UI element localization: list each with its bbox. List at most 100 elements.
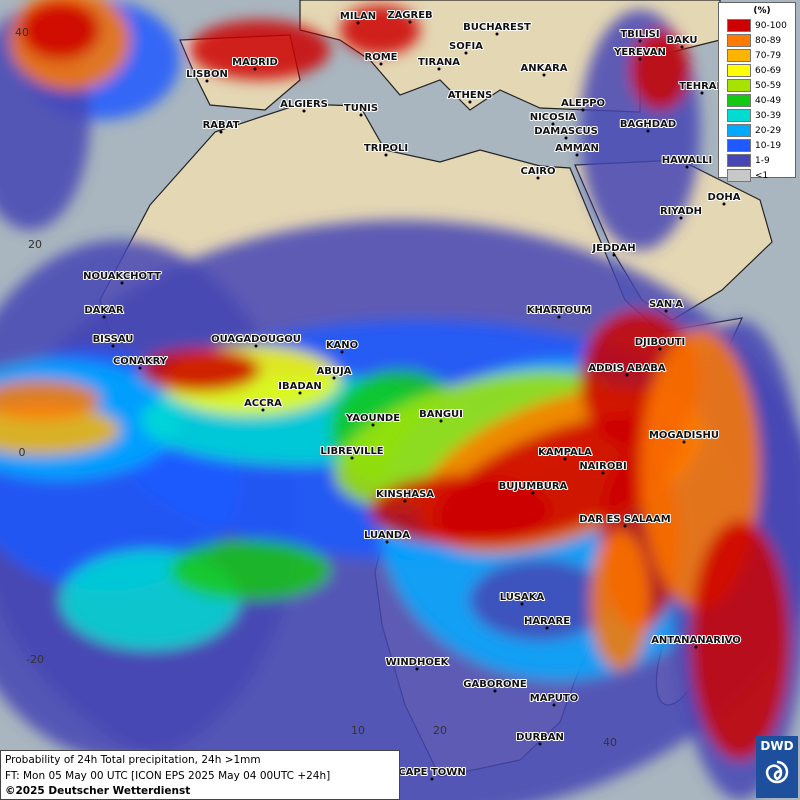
city-dot bbox=[722, 202, 726, 206]
city-dot bbox=[379, 62, 383, 66]
city-dot bbox=[408, 20, 412, 24]
grid-label: 40 bbox=[15, 26, 29, 39]
city-dot bbox=[679, 216, 683, 220]
legend-swatch bbox=[727, 19, 751, 32]
city-label: TIRANA bbox=[418, 57, 460, 68]
city-dot bbox=[356, 21, 360, 25]
city-dot bbox=[575, 153, 579, 157]
city-dot bbox=[536, 176, 540, 180]
city-label: BANGUI bbox=[419, 409, 463, 420]
city-dot bbox=[551, 122, 555, 126]
city-dot bbox=[464, 51, 468, 55]
city-label: BAKU bbox=[666, 35, 697, 46]
city-dot bbox=[685, 165, 689, 169]
city-dot bbox=[563, 457, 567, 461]
city-dot bbox=[332, 376, 336, 380]
city-dot bbox=[403, 499, 407, 503]
city-dot bbox=[261, 408, 265, 412]
city-dot bbox=[253, 67, 257, 71]
city-dot bbox=[468, 100, 472, 104]
legend-entry: 70-79 bbox=[727, 48, 795, 63]
city-label: TEHRAN bbox=[679, 81, 725, 92]
precip-area bbox=[690, 520, 790, 760]
legend-title: (%) bbox=[753, 6, 771, 16]
city-dot bbox=[430, 777, 434, 781]
city-label: DOHA bbox=[708, 192, 741, 203]
legend-label: 60-69 bbox=[755, 65, 782, 76]
precip-area bbox=[140, 348, 260, 392]
logo-swirl bbox=[765, 760, 789, 784]
city-label: LISBON bbox=[186, 69, 228, 80]
city-dot bbox=[531, 491, 535, 495]
city-label: RABAT bbox=[203, 120, 240, 131]
city-label: IBADAN bbox=[278, 381, 322, 392]
legend-entry: 60-69 bbox=[727, 63, 795, 78]
city-dot bbox=[384, 153, 388, 157]
city-dot bbox=[700, 91, 704, 95]
city-dot bbox=[371, 423, 375, 427]
city-dot bbox=[601, 471, 605, 475]
footer: Probability of 24h Total precipitation, … bbox=[0, 750, 400, 800]
legend: (%) 90-100 80-89 70-79 60-69 50-59 40-49 30-39… bbox=[718, 2, 796, 182]
city-label: CONAKRY bbox=[113, 356, 168, 367]
footer-forecast: FT: Mon 05 May 00 UTC [ICON EPS 2025 May… bbox=[5, 769, 331, 782]
logo-text: DWD bbox=[760, 739, 794, 753]
grid-label: 20 bbox=[28, 238, 42, 251]
city-dot bbox=[219, 130, 223, 134]
city-dot bbox=[557, 315, 561, 319]
legend-entry: <1 bbox=[727, 168, 795, 183]
precip-area bbox=[340, 5, 420, 55]
legend-entry: 40-49 bbox=[727, 93, 795, 108]
legend-entry: 80-89 bbox=[727, 33, 795, 48]
city-dot bbox=[664, 309, 668, 313]
grid-label: 40 bbox=[603, 736, 617, 749]
legend-label: 90-100 bbox=[755, 20, 787, 31]
city-dot bbox=[298, 391, 302, 395]
legend-swatch bbox=[727, 49, 751, 62]
city-label: ROME bbox=[365, 52, 398, 63]
city-dot bbox=[340, 350, 344, 354]
legend-label: <1 bbox=[755, 170, 769, 181]
legend-swatch bbox=[727, 139, 751, 152]
city-label: KANO bbox=[326, 340, 358, 351]
legend-swatch bbox=[727, 34, 751, 47]
city-label: HAWALLI bbox=[662, 155, 712, 166]
city-label: ATHENS bbox=[448, 90, 493, 101]
city-label: LUANDA bbox=[364, 530, 410, 541]
legend-label: 70-79 bbox=[755, 50, 782, 61]
city-label: NOUAKCHOTT bbox=[83, 271, 161, 282]
city-dot bbox=[625, 373, 629, 377]
city-label: HARARE bbox=[524, 616, 570, 627]
legend-entry: 30-39 bbox=[727, 108, 795, 123]
footer-copyright: ©2025 Deutscher Wetterdienst bbox=[5, 785, 191, 797]
city-dot bbox=[623, 524, 627, 528]
legend-swatch bbox=[727, 79, 751, 92]
city-label: TRIPOLI bbox=[364, 143, 408, 154]
city-label: ANKARA bbox=[520, 63, 567, 74]
city-label: ANTANANARIVO bbox=[651, 635, 741, 646]
city-dot bbox=[302, 109, 306, 113]
city-label: MILAN bbox=[340, 11, 376, 22]
city-dot bbox=[658, 347, 662, 351]
precip-area bbox=[190, 20, 330, 80]
legend-swatch bbox=[727, 154, 751, 167]
city-label: CAPE TOWN bbox=[398, 767, 465, 778]
labels: 40 20 0 -20 10 20 40 MILAN ZAGREB BUCHAREST TBILIS… bbox=[15, 9, 742, 781]
city-dot bbox=[120, 281, 124, 285]
city-label: DAMASCUS bbox=[534, 126, 598, 137]
city-dot bbox=[680, 45, 684, 49]
city-label: SAN'A bbox=[649, 299, 683, 310]
city-dot bbox=[612, 253, 616, 257]
precip-area bbox=[630, 30, 690, 110]
city-label: KAMPALA bbox=[538, 447, 592, 458]
city-label: DAKAR bbox=[84, 305, 124, 316]
legend-label: 80-89 bbox=[755, 35, 782, 46]
city-label: NAIROBI bbox=[579, 461, 626, 472]
city-label: BUJUMBURA bbox=[499, 481, 568, 492]
city-label: GABORONE bbox=[463, 679, 527, 690]
precip-area bbox=[590, 530, 650, 670]
city-label: BUCHAREST bbox=[463, 22, 531, 33]
city-label: OUAGADOUGOU bbox=[211, 334, 301, 345]
city-label: JEDDAH bbox=[591, 243, 635, 254]
